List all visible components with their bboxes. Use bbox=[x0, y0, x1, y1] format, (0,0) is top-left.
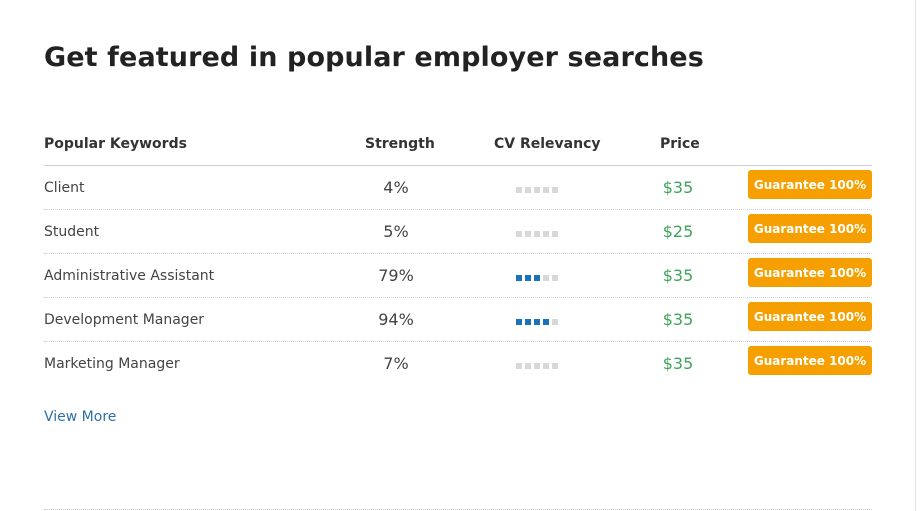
relevancy-square-empty bbox=[543, 275, 549, 281]
relevancy-square-empty bbox=[516, 363, 522, 369]
relevancy-square-empty bbox=[534, 187, 540, 193]
relevancy-meter bbox=[516, 231, 558, 237]
divider bbox=[44, 509, 872, 510]
view-more-link[interactable]: View More bbox=[44, 409, 117, 425]
relevancy-meter bbox=[516, 363, 558, 369]
keyword-label: Development Manager bbox=[44, 312, 205, 328]
guarantee-button[interactable]: Guarantee 100% bbox=[748, 302, 872, 331]
keyword-label: Administrative Assistant bbox=[44, 268, 215, 284]
guarantee-button[interactable]: Guarantee 100% bbox=[748, 346, 872, 375]
relevancy-meter bbox=[516, 187, 558, 193]
relevancy-square-empty bbox=[525, 363, 531, 369]
relevancy-square-empty bbox=[552, 275, 558, 281]
keywords-table: Popular Keywords Strength CV Relevancy P… bbox=[44, 122, 872, 385]
strength-value: 5% bbox=[383, 222, 409, 241]
keyword-label: Client bbox=[44, 180, 85, 196]
relevancy-square-empty bbox=[552, 231, 558, 237]
table-row: Development Manager 94% $35 Guarantee 10… bbox=[44, 298, 872, 342]
relevancy-square-filled bbox=[525, 275, 531, 281]
relevancy-square-filled bbox=[534, 319, 540, 325]
relevancy-square-empty bbox=[552, 187, 558, 193]
price-value: $35 bbox=[662, 266, 694, 285]
relevancy-square-empty bbox=[516, 187, 522, 193]
relevancy-square-empty bbox=[534, 363, 540, 369]
keyword-label: Student bbox=[44, 224, 100, 240]
relevancy-square-filled bbox=[534, 275, 540, 281]
guarantee-button[interactable]: Guarantee 100% bbox=[748, 258, 872, 287]
guarantee-button[interactable]: Guarantee 100% bbox=[748, 170, 872, 199]
relevancy-square-empty bbox=[543, 231, 549, 237]
strength-value: 7% bbox=[383, 354, 409, 373]
relevancy-square-filled bbox=[543, 319, 549, 325]
strength-value: 4% bbox=[383, 178, 409, 197]
price-value: $35 bbox=[662, 310, 694, 329]
relevancy-square-filled bbox=[525, 319, 531, 325]
relevancy-square-empty bbox=[543, 363, 549, 369]
strength-value: 94% bbox=[378, 310, 414, 329]
keyword-label: Marketing Manager bbox=[44, 356, 180, 372]
page-edge-divider bbox=[915, 0, 916, 511]
header-strength: Strength bbox=[365, 136, 435, 152]
strength-value: 79% bbox=[378, 266, 414, 285]
header-keywords: Popular Keywords bbox=[44, 136, 187, 152]
header-cv-relevancy: CV Relevancy bbox=[494, 136, 601, 152]
guarantee-button[interactable]: Guarantee 100% bbox=[748, 214, 872, 243]
table-row: Student 5% $25 Guarantee 100% bbox=[44, 210, 872, 254]
relevancy-square-empty bbox=[534, 231, 540, 237]
relevancy-square-filled bbox=[516, 319, 522, 325]
header-price: Price bbox=[660, 136, 700, 152]
relevancy-square-empty bbox=[543, 187, 549, 193]
table-row: Marketing Manager 7% $35 Guarantee 100% bbox=[44, 342, 872, 385]
relevancy-square-empty bbox=[552, 319, 558, 325]
price-value: $35 bbox=[662, 354, 694, 373]
price-value: $35 bbox=[662, 178, 694, 197]
relevancy-square-empty bbox=[525, 231, 531, 237]
relevancy-square-empty bbox=[525, 187, 531, 193]
relevancy-square-filled bbox=[516, 275, 522, 281]
table-row: Client 4% $35 Guarantee 100% bbox=[44, 166, 872, 210]
relevancy-meter bbox=[516, 319, 558, 325]
relevancy-square-empty bbox=[516, 231, 522, 237]
relevancy-square-empty bbox=[552, 363, 558, 369]
relevancy-meter bbox=[516, 275, 558, 281]
table-row: Administrative Assistant 79% $35 Guarant… bbox=[44, 254, 872, 298]
price-value: $25 bbox=[662, 222, 694, 241]
page-title: Get featured in popular employer searche… bbox=[44, 42, 704, 73]
table-header: Popular Keywords Strength CV Relevancy P… bbox=[44, 122, 872, 166]
